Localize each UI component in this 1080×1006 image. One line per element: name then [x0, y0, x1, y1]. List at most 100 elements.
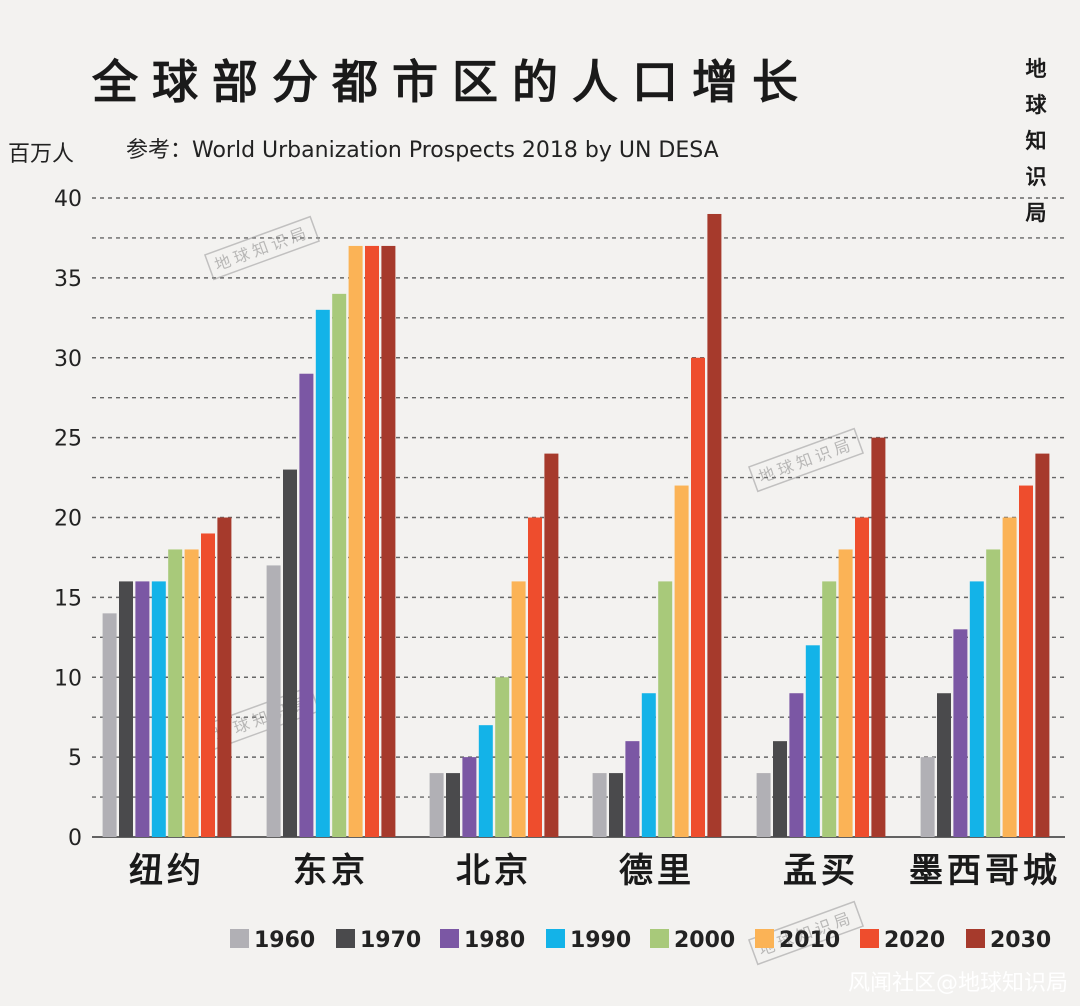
- bar-东京-2020: [365, 245, 379, 838]
- bar-孟买-1990: [805, 645, 820, 837]
- bar-墨西哥城-1980: [953, 629, 968, 837]
- legend-swatch: [966, 929, 985, 948]
- legend-item-1970: 1970: [336, 928, 421, 953]
- y-tick-label: 5: [68, 746, 82, 771]
- legend-label: 1960: [254, 928, 315, 953]
- brand-char: 知: [1026, 129, 1047, 153]
- category-label: 孟买: [783, 851, 859, 891]
- legend-swatch: [440, 929, 459, 948]
- bar-纽约-1970: [119, 581, 133, 837]
- watermark-stamp: 地球知识局: [203, 215, 321, 281]
- bar-北京-1990: [478, 725, 493, 837]
- bars: [102, 213, 1050, 838]
- legend-item-1990: 1990: [546, 928, 631, 953]
- y-tick-label: 0: [68, 826, 82, 851]
- bar-墨西哥城-2030: [1035, 453, 1050, 837]
- bar-孟买-1970: [773, 741, 787, 837]
- bar-东京-1960: [266, 565, 281, 837]
- legend-item-2020: 2020: [860, 928, 945, 953]
- credit-text: 风闻社区@地球知识局: [848, 971, 1068, 996]
- chart-title: 全球部分都市区的人口增长: [91, 55, 812, 109]
- bar-东京-1970: [283, 469, 297, 837]
- bar-德里-2010: [674, 485, 689, 837]
- brand-vertical-logo: 地球知识局: [1026, 57, 1048, 225]
- bar-北京-1960: [429, 773, 444, 837]
- legend-item-2010: 2010: [755, 928, 840, 953]
- bar-北京-2010: [511, 581, 526, 837]
- bar-德里-2000: [658, 581, 673, 837]
- bar-孟买-2000: [822, 581, 837, 837]
- y-axis-label: 百万人: [8, 142, 74, 167]
- legend-swatch: [650, 929, 669, 948]
- bar-纽约-1980: [135, 581, 150, 837]
- legend-label: 2010: [779, 928, 840, 953]
- bar-东京-1980: [299, 373, 314, 837]
- category-labels: 纽约 东京 北京 德里 孟买 墨西哥城: [129, 851, 1061, 891]
- y-tick-label: 20: [54, 507, 82, 532]
- bar-德里-1980: [625, 741, 640, 837]
- category-label: 德里: [619, 851, 695, 891]
- watermark-frame: [747, 427, 865, 493]
- watermark-frame: [747, 900, 865, 966]
- y-tick-label: 25: [54, 427, 82, 452]
- legend-label: 2000: [674, 928, 735, 953]
- bar-墨西哥城-1970: [937, 693, 951, 837]
- bar-孟买-2030: [871, 437, 886, 837]
- bar-德里-1990: [641, 693, 656, 837]
- legend-item-2030: 2030: [966, 928, 1051, 953]
- category-label: 纽约: [129, 851, 205, 891]
- legend-label: 1970: [360, 928, 421, 953]
- brand-char: 地: [1026, 57, 1047, 81]
- legend-label: 2030: [990, 928, 1051, 953]
- bar-纽约-2030: [217, 517, 232, 837]
- bar-德里-2020: [691, 357, 705, 837]
- legend-label: 1990: [570, 928, 631, 953]
- bar-墨西哥城-1990: [969, 581, 984, 837]
- bar-孟买-1960: [756, 773, 771, 837]
- bar-北京-2020: [528, 517, 542, 837]
- legend-swatch: [230, 929, 249, 948]
- y-tick-label: 15: [54, 586, 82, 611]
- legend-swatch: [546, 929, 565, 948]
- bar-德里-1960: [592, 773, 607, 837]
- bar-北京-2000: [495, 677, 510, 837]
- y-tick-label: 30: [54, 347, 82, 372]
- brand-char: 识: [1026, 165, 1047, 189]
- y-tick-label: 35: [54, 267, 82, 292]
- legend-label: 1980: [464, 928, 525, 953]
- category-label: 东京: [293, 851, 369, 891]
- legend-item-1980: 1980: [440, 928, 525, 953]
- bar-东京-2010: [348, 245, 363, 838]
- bar-纽约-2010: [184, 549, 199, 837]
- legend-swatch: [336, 929, 355, 948]
- bar-德里-1970: [609, 773, 623, 837]
- bar-孟买-2010: [838, 549, 853, 837]
- bar-东京-2000: [332, 293, 347, 838]
- bar-孟买-1980: [789, 693, 804, 837]
- y-axis-ticks: 0 5 10 15 20 25 30 35 40: [54, 187, 82, 851]
- bar-墨西哥城-2010: [1002, 517, 1017, 837]
- legend-swatch: [755, 929, 774, 948]
- bar-北京-2030: [544, 453, 559, 837]
- bar-北京-1980: [462, 757, 477, 837]
- legend-swatch: [860, 929, 879, 948]
- bar-孟买-2020: [855, 517, 869, 837]
- bar-纽约-2000: [168, 549, 183, 837]
- bar-纽约-1960: [102, 613, 117, 837]
- bar-墨西哥城-1960: [920, 757, 935, 837]
- category-label: 墨西哥城: [909, 851, 1061, 891]
- watermark-frame: [203, 215, 321, 281]
- bar-德里-2030: [707, 213, 722, 838]
- y-tick-label: 10: [54, 666, 82, 691]
- brand-char: 局: [1026, 201, 1047, 225]
- legend-label: 2020: [884, 928, 945, 953]
- bar-墨西哥城-2000: [986, 549, 1001, 837]
- legend: 1960 1970 1980 1990 2000 2010 2020 2030: [230, 928, 1051, 953]
- legend-item-1960: 1960: [230, 928, 315, 953]
- category-label: 北京: [456, 851, 532, 891]
- chart-source: 参考：World Urbanization Prospects 2018 by …: [126, 138, 719, 163]
- bar-纽约-1990: [151, 581, 166, 837]
- bar-北京-1970: [446, 773, 460, 837]
- gridlines: [92, 197, 1065, 838]
